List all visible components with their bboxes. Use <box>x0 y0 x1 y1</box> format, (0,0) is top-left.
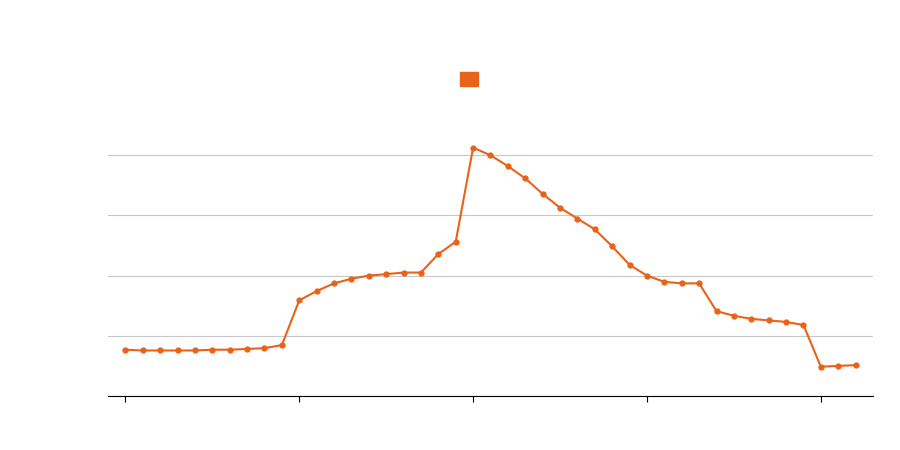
Legend: 価格: 価格 <box>454 66 527 92</box>
